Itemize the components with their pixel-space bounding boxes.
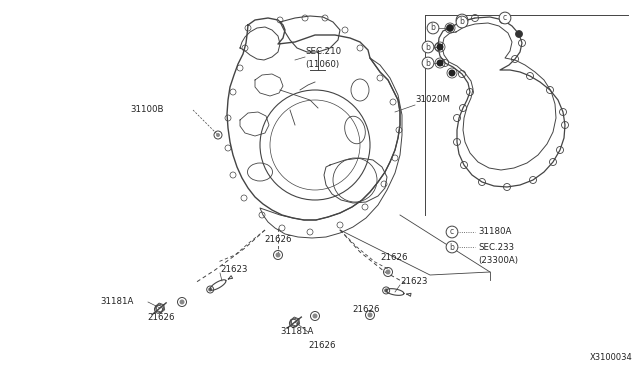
Circle shape bbox=[179, 299, 184, 305]
Circle shape bbox=[275, 253, 280, 257]
Circle shape bbox=[515, 31, 522, 38]
Text: 21626: 21626 bbox=[308, 340, 335, 350]
Circle shape bbox=[367, 312, 372, 317]
Text: SEC.210: SEC.210 bbox=[305, 48, 341, 57]
Text: b: b bbox=[460, 17, 465, 26]
Text: b: b bbox=[431, 23, 435, 32]
Circle shape bbox=[385, 269, 390, 275]
Text: 21626: 21626 bbox=[352, 305, 380, 314]
Circle shape bbox=[208, 288, 212, 292]
Circle shape bbox=[447, 25, 454, 32]
Circle shape bbox=[436, 44, 444, 51]
Text: (23300A): (23300A) bbox=[478, 256, 518, 264]
Circle shape bbox=[449, 70, 456, 77]
Text: c: c bbox=[503, 13, 507, 22]
Text: 21626: 21626 bbox=[380, 253, 408, 263]
Text: b: b bbox=[426, 58, 431, 67]
Text: SEC.233: SEC.233 bbox=[478, 243, 514, 251]
Text: c: c bbox=[460, 16, 464, 25]
Text: 31020M: 31020M bbox=[415, 96, 450, 105]
Text: 21623: 21623 bbox=[220, 266, 248, 275]
Text: (11060): (11060) bbox=[305, 60, 339, 68]
Text: c: c bbox=[450, 228, 454, 237]
Circle shape bbox=[312, 314, 317, 318]
Text: 31181A: 31181A bbox=[280, 327, 314, 337]
Circle shape bbox=[436, 60, 444, 67]
Text: 31100B: 31100B bbox=[130, 106, 163, 115]
Text: X3100034: X3100034 bbox=[590, 353, 633, 362]
Circle shape bbox=[216, 133, 220, 137]
Text: 21626: 21626 bbox=[264, 235, 291, 244]
Text: 31180A: 31180A bbox=[478, 228, 511, 237]
Text: 21623: 21623 bbox=[400, 278, 428, 286]
Text: 21626: 21626 bbox=[147, 314, 175, 323]
Text: b: b bbox=[426, 42, 431, 51]
Text: 31181A: 31181A bbox=[100, 298, 133, 307]
Circle shape bbox=[384, 288, 388, 292]
Text: b: b bbox=[449, 243, 454, 251]
